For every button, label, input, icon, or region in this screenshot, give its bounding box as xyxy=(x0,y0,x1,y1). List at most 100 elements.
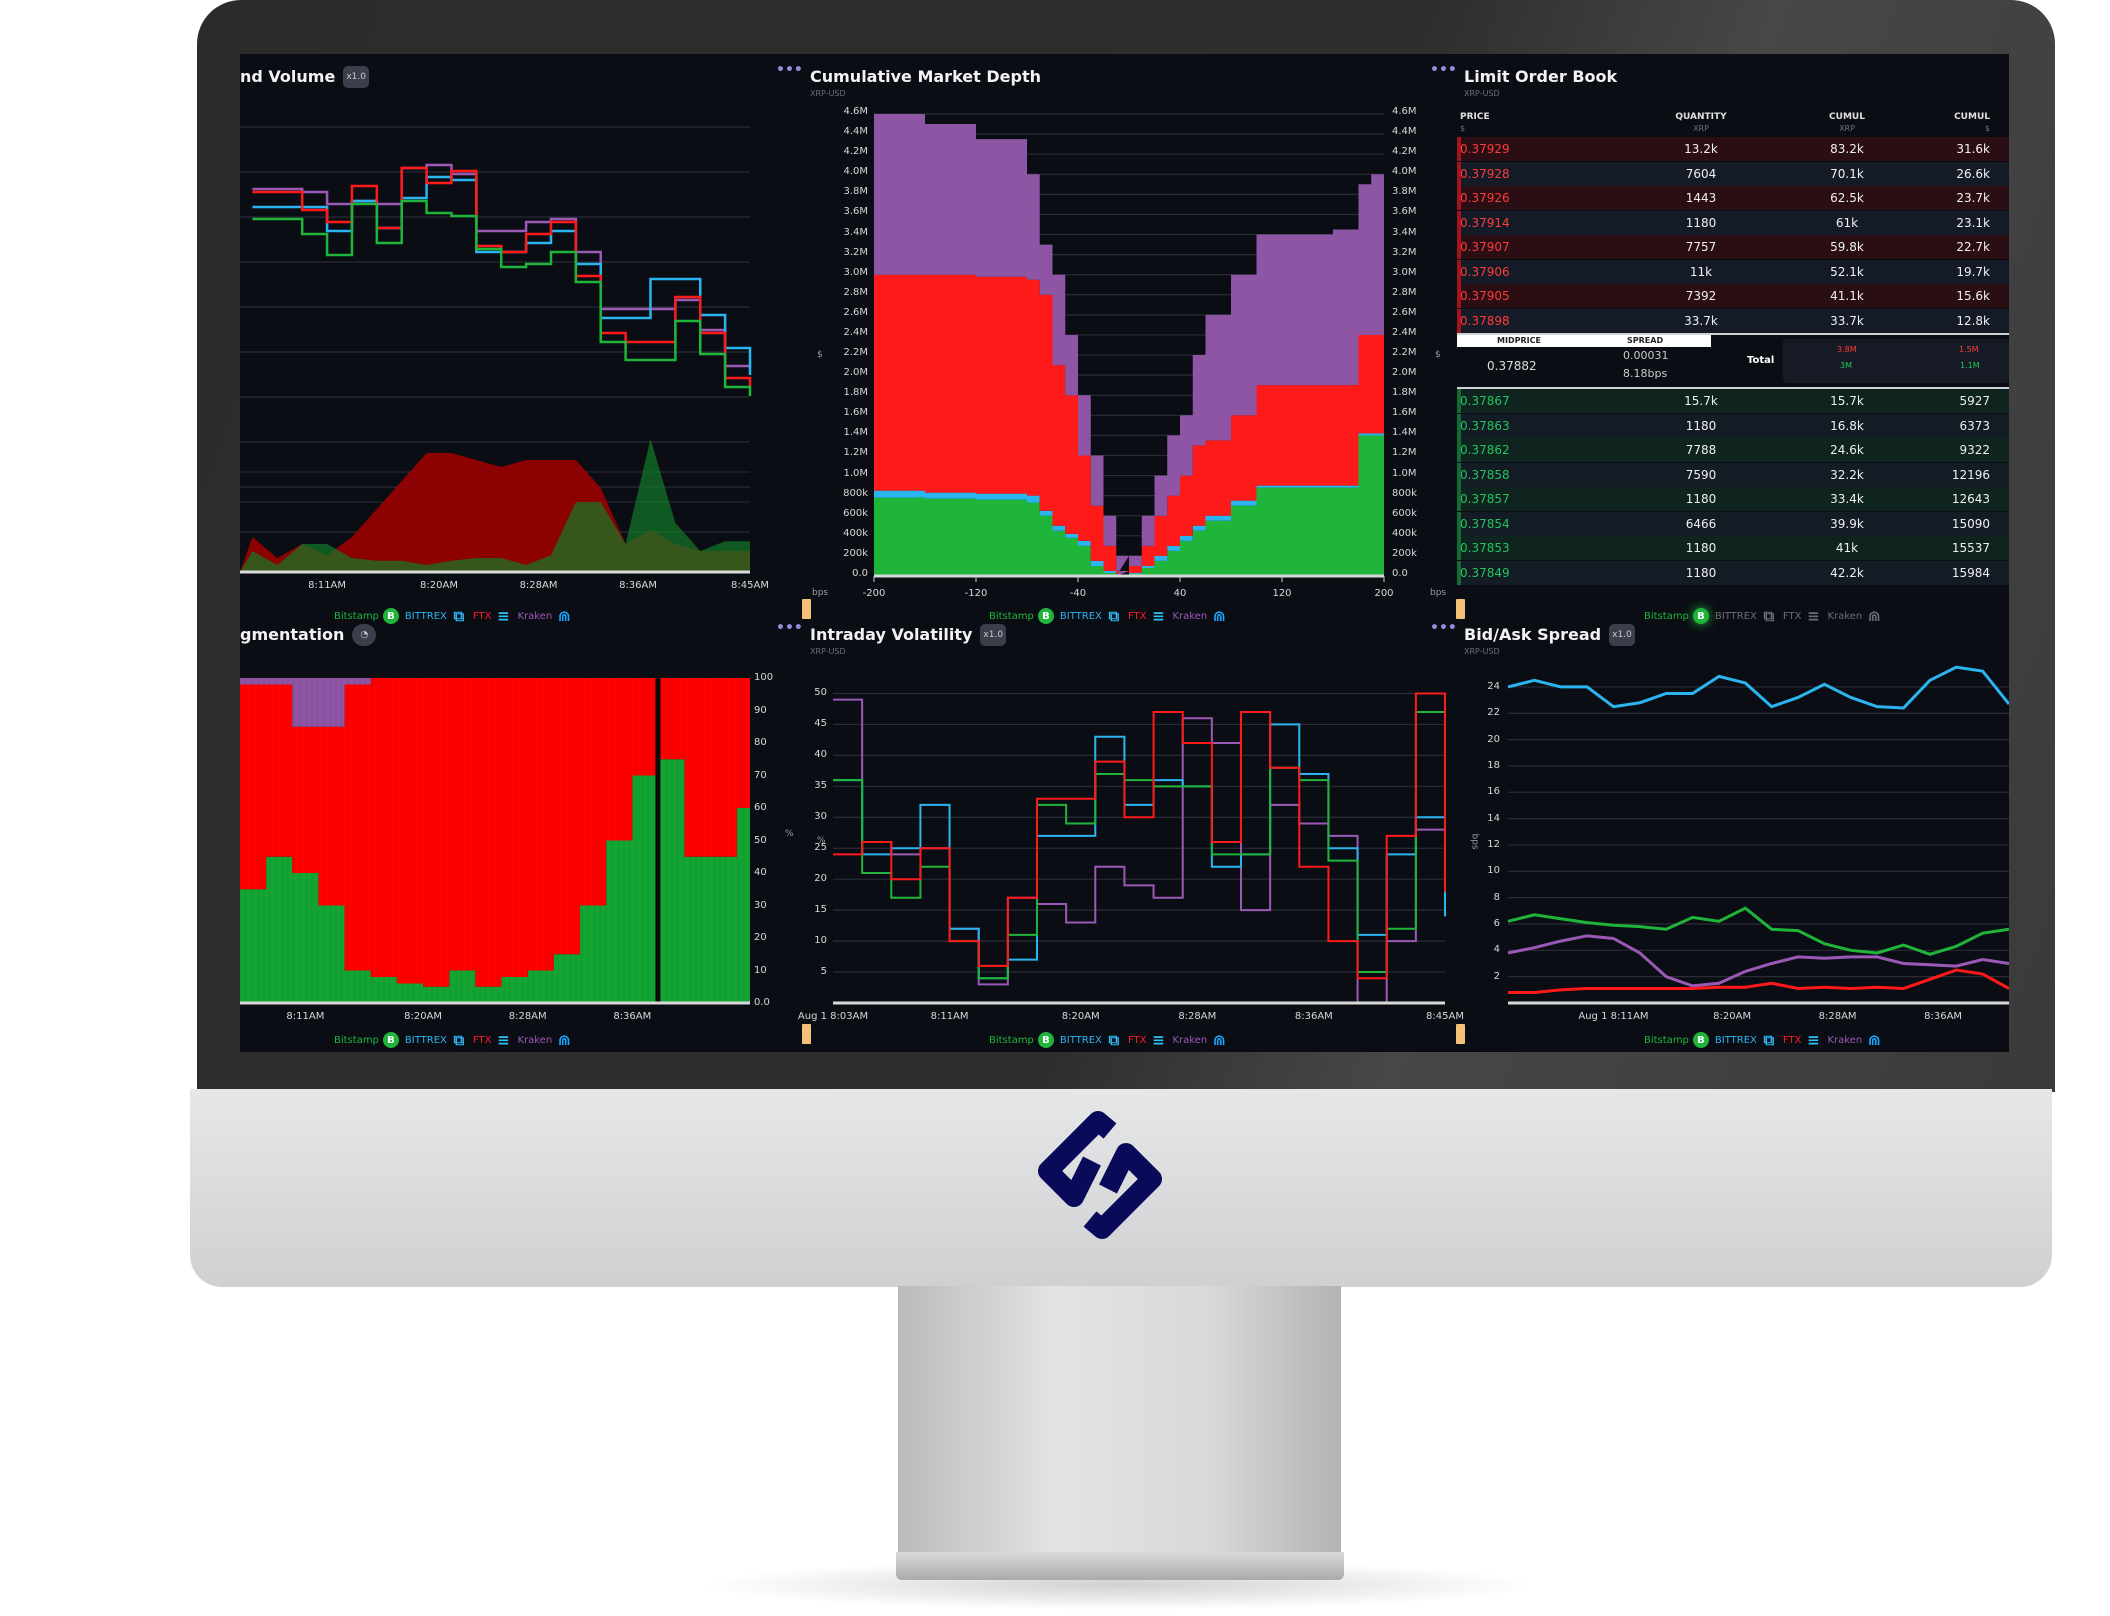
depth-area-bitstamp xyxy=(874,435,1384,576)
legend-item-bitstamp[interactable]: Bitstamp B xyxy=(989,608,1054,624)
quantity-cell: 1180 xyxy=(1685,492,1717,506)
resize-handle[interactable] xyxy=(802,599,811,619)
legend-item-kraken[interactable]: Kraken ⋒ xyxy=(1172,1031,1227,1049)
axis-tick-label: 22 xyxy=(1487,707,1500,719)
axis-tick-label: 2.2M xyxy=(1392,347,1417,359)
order-book-row-ask[interactable]: 0.37929 13.2k 83.2k 31.6k xyxy=(1457,137,2009,161)
order-book-header-unit: XRP xyxy=(1839,124,1855,133)
time-marker xyxy=(655,678,661,1003)
fragmentation-chart[interactable] xyxy=(240,678,750,1005)
legend-item-bittrex[interactable]: BITTREX ⧉ xyxy=(1060,607,1122,625)
legend-label: FTX xyxy=(1127,1034,1147,1046)
legend-item-kraken[interactable]: Kraken ⋒ xyxy=(1827,1031,1882,1049)
order-book-row-ask[interactable]: 0.37926 1443 62.5k 23.7k xyxy=(1457,186,2009,210)
legend-item-ftx[interactable]: FTX ≡ xyxy=(1783,607,1822,625)
panel-menu-dots-icon[interactable]: ••• xyxy=(1430,620,1457,636)
zoom-badge[interactable]: x1.0 xyxy=(980,624,1007,646)
market-depth-chart[interactable] xyxy=(873,113,1385,582)
series-line-ftx xyxy=(833,692,1446,980)
quantity-cell: 1180 xyxy=(1685,215,1717,230)
legend-item-bittrex[interactable]: BITTREX ⧉ xyxy=(1060,1031,1122,1049)
cumul-usd-cell: 22.7k xyxy=(1956,240,1990,254)
axis-tick-label: 8:20AM xyxy=(420,580,458,591)
cumul-xrp-cell: 62.5k xyxy=(1830,191,1864,205)
legend-item-ftx[interactable]: FTX ≡ xyxy=(472,607,512,625)
order-book-row-ask[interactable]: 0.37907 7757 59.8k 22.7k xyxy=(1457,235,2009,259)
legend-item-bitstamp[interactable]: Bitstamp B xyxy=(334,1032,399,1048)
ftx-bars-icon: ≡ xyxy=(1152,607,1165,625)
order-book-row-bid[interactable]: 0.37857 1180 33.4k 12643 xyxy=(1457,487,2009,511)
axis-tick-label: 3.6M xyxy=(843,206,868,218)
ftx-bars-icon: ≡ xyxy=(1807,1031,1820,1049)
depth-header: Cumulative Market Depth xyxy=(810,66,1041,88)
legend-item-kraken[interactable]: Kraken ⋒ xyxy=(1172,607,1227,625)
legend-label: FTX xyxy=(1127,610,1147,622)
ftx-bars-icon: ≡ xyxy=(1152,1031,1165,1049)
volatility-chart[interactable] xyxy=(833,678,1446,1005)
order-book-row-ask[interactable]: 0.37906 11k 52.1k 19.7k xyxy=(1457,259,2009,284)
legend-item-bittrex[interactable]: BITTREX ⧉ xyxy=(405,1031,467,1049)
axis-tick-label: 3.2M xyxy=(1392,246,1417,258)
axis-tick-label: 10 xyxy=(754,964,767,976)
legend-item-ftx[interactable]: FTX ≡ xyxy=(1782,1031,1822,1049)
resize-handle[interactable] xyxy=(1456,1024,1465,1044)
zoom-badge[interactable]: x1.0 xyxy=(1609,624,1635,646)
axis-tick-label: 120 xyxy=(1272,588,1292,599)
legend-item-bitstamp[interactable]: Bitstamp B xyxy=(989,1032,1054,1048)
panel-menu-dots-icon[interactable]: ••• xyxy=(776,620,803,636)
spread-chart[interactable] xyxy=(1507,654,2009,1005)
legend-label: Bitstamp xyxy=(989,610,1034,622)
order-book-row-bid[interactable]: 0.37853 1180 41k 15537 xyxy=(1457,536,2009,560)
legend-item-ftx[interactable]: FTX ≡ xyxy=(473,1031,512,1049)
axis-tick-label: 12 xyxy=(1487,838,1500,850)
order-book-row-bid[interactable]: 0.37854 6466 39.9k 15090 xyxy=(1457,511,2009,536)
panel-menu-dots-icon[interactable]: ••• xyxy=(776,62,803,78)
legend-item-bitstamp[interactable]: Bitstamp B xyxy=(1644,1032,1709,1048)
price-volume-chart[interactable] xyxy=(240,122,752,574)
axis-tick-label: 4.4M xyxy=(843,126,868,138)
axis-tick-label: 2.0M xyxy=(1392,367,1417,379)
resize-handle[interactable] xyxy=(802,1024,811,1044)
axis-tick-label: 4.6M xyxy=(1392,106,1417,117)
order-book-row-bid[interactable]: 0.37849 1180 42.2k 15984 xyxy=(1457,560,2009,585)
share-area-kraken xyxy=(240,678,750,727)
series-line-kraken xyxy=(1507,934,2009,988)
price-cell: 0.37862 xyxy=(1460,443,1510,457)
order-book-row-bid[interactable]: 0.37863 1180 16.8k 6373 xyxy=(1457,413,2009,438)
order-book-header-label[interactable]: CUMUL xyxy=(1829,112,1865,122)
order-book-row-ask[interactable]: 0.37914 1180 61k 23.1k xyxy=(1457,210,2009,235)
axis-tick-label: 18 xyxy=(1487,759,1500,771)
order-book-row-ask[interactable]: 0.37905 7392 41.1k 15.6k xyxy=(1457,284,2009,308)
info-badge-icon[interactable]: ◔ xyxy=(352,624,377,646)
axis-tick-label: 50 xyxy=(814,687,827,699)
axis-tick-label: Aug 1 8:11AM xyxy=(1578,1011,1649,1022)
order-book-header-label[interactable]: CUMUL xyxy=(1954,112,1990,122)
axis-tick-label: 45 xyxy=(814,718,827,730)
legend-item-bittrex[interactable]: BITTREX ⧉ xyxy=(1715,1031,1777,1049)
fragmentation-y-unit: % xyxy=(785,829,794,839)
panel-menu-dots-icon[interactable]: ••• xyxy=(1430,62,1457,78)
legend-item-bitstamp[interactable]: Bitstamp B xyxy=(1644,608,1709,624)
legend-item-bitstamp[interactable]: Bitstamp B xyxy=(334,608,399,624)
order-book-header-unit: XRP xyxy=(1693,124,1709,133)
order-book-row-ask[interactable]: 0.37928 7604 70.1k 26.6k xyxy=(1457,161,2009,186)
price-cell: 0.37853 xyxy=(1460,541,1510,555)
cumul-usd-cell: 31.6k xyxy=(1956,142,1990,156)
order-book-row-bid[interactable]: 0.37867 15.7k 15.7k 5927 xyxy=(1457,389,2009,413)
legend-label: FTX xyxy=(1782,1034,1802,1046)
order-book-row-ask[interactable]: 0.37898 33.7k 33.7k 12.8k xyxy=(1457,308,2009,333)
legend-item-bittrex[interactable]: BITTREX ⧉ xyxy=(405,607,467,625)
order-book-header-label[interactable]: QUANTITY xyxy=(1675,112,1727,122)
legend-item-kraken[interactable]: Kraken ⋒ xyxy=(1827,607,1882,625)
resize-handle[interactable] xyxy=(1456,599,1465,619)
legend-item-ftx[interactable]: FTX ≡ xyxy=(1127,607,1167,625)
legend-label: FTX xyxy=(472,610,492,622)
legend-item-ftx[interactable]: FTX ≡ xyxy=(1127,1031,1167,1049)
order-book-header-label[interactable]: PRICE xyxy=(1460,112,1490,122)
order-book-row-bid[interactable]: 0.37862 7788 24.6k 9322 xyxy=(1457,438,2009,462)
legend-item-kraken[interactable]: Kraken ⋒ xyxy=(517,1031,572,1049)
order-book-row-bid[interactable]: 0.37858 7590 32.2k 12196 xyxy=(1457,462,2009,487)
legend-item-bittrex[interactable]: BITTREX ⧉ xyxy=(1715,607,1777,625)
legend-item-kraken[interactable]: Kraken ⋒ xyxy=(517,607,572,625)
zoom-badge[interactable]: x1.0 xyxy=(343,66,369,88)
